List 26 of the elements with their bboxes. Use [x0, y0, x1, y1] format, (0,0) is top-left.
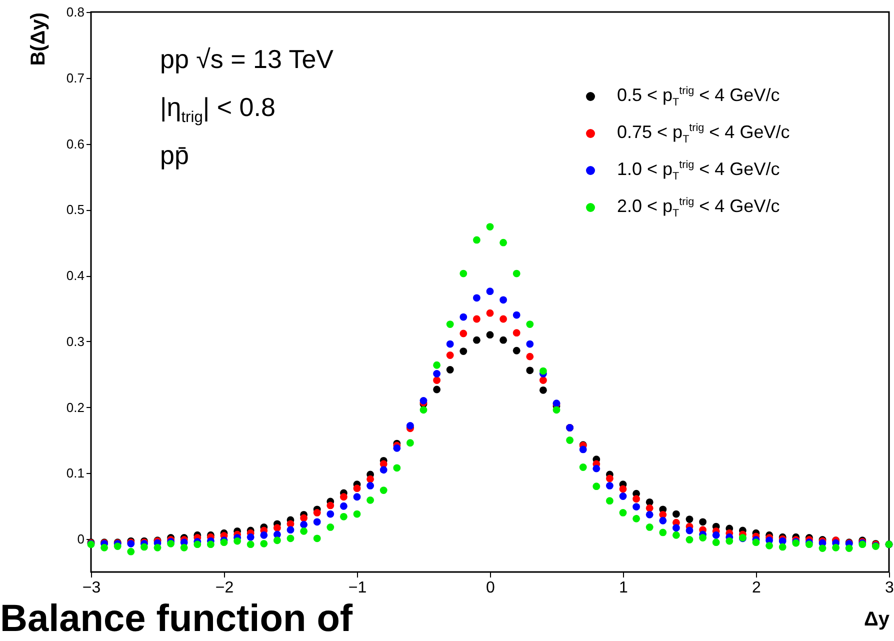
x-tick-label: −2 — [215, 580, 234, 596]
y-axis-title: B(Δy) — [27, 12, 50, 66]
y-tick-label: 0 — [77, 532, 84, 547]
legend-label: 1.0 < p$_{T}$$^{trig}$ < 4 GeV/c — [617, 158, 780, 182]
y-tick-label: 0.3 — [66, 334, 84, 349]
legend-label: 0.5 < p$_{T}$$^{trig}$ < 4 GeV/c — [617, 84, 780, 108]
y-tick-label: 0.7 — [66, 70, 84, 86]
y-tick-label: 0.5 — [66, 202, 84, 218]
x-tick-label: −1 — [348, 580, 367, 596]
x-tick-label: 0 — [486, 580, 496, 596]
y-tick-label: 0.4 — [66, 268, 84, 284]
y-tick-label: 0.8 — [66, 4, 84, 20]
y-tick-label: 0.2 — [66, 400, 84, 415]
text: Balance function of — [0, 598, 353, 641]
legend-label: 0.75 < p$_{T}$$^{trig}$ < 4 GeV/c — [617, 122, 790, 146]
y-tick-label: 0.1 — [66, 466, 84, 481]
x-axis-title: Δy — [864, 608, 890, 630]
annotation: pp̄ — [160, 140, 189, 171]
legend-label: 2.0 < p$_{T}$$^{trig}$ < 4 GeV/c — [617, 196, 780, 220]
x-tick-label: 1 — [619, 580, 628, 596]
x-tick-label: −3 — [82, 580, 101, 596]
y-tick-label: 0.6 — [66, 136, 84, 152]
annotation: |η$_{trig}$| < 0.8 — [160, 92, 276, 128]
x-tick-label: 2 — [752, 580, 762, 596]
text: pp √s = 13 TeV — [160, 44, 334, 75]
x-tick-label: 3 — [885, 580, 894, 596]
